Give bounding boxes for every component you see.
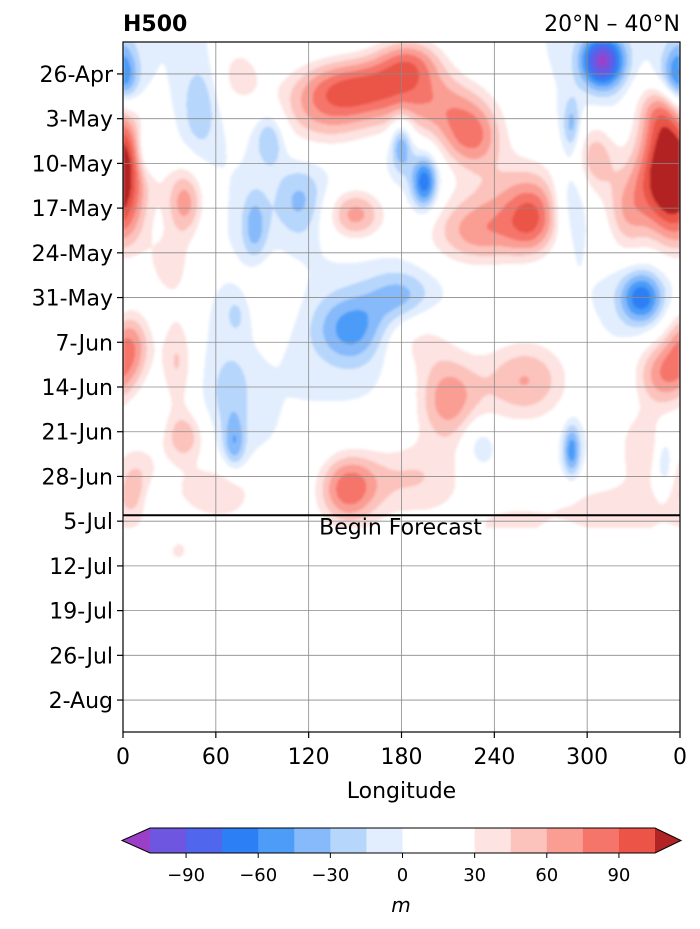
forecast-label: Begin Forecast [319, 515, 482, 540]
x-tick-label: 180 [381, 745, 423, 770]
y-tick-label: 10-May [32, 152, 113, 177]
colorbar-segment [366, 828, 403, 853]
colorbar: −90 −60 −30 0 30 60 90 [120, 827, 683, 886]
y-tick-label: 26-Jul [49, 644, 113, 669]
y-tick-label: 17-May [32, 197, 113, 222]
y-tick-label: 5-Jul [63, 510, 113, 535]
colorbar-segment [474, 828, 512, 853]
x-tick-label: 0 [116, 745, 130, 770]
colorbar-segment [222, 828, 259, 853]
colorbar-segment [258, 828, 295, 853]
colorbar-segment [438, 828, 476, 853]
y-tick-label: 2-Aug [49, 689, 113, 714]
colorbar-outline [120, 827, 683, 854]
y-tick-label: 12-Jul [49, 555, 113, 580]
colorbar-tick-label: −30 [311, 865, 349, 886]
colorbar-label: m [391, 893, 410, 917]
colorbar-tick-label: 90 [607, 865, 630, 886]
colorbar-segment [546, 828, 584, 853]
x-tick-label: 240 [473, 745, 515, 770]
colorbar-tick-label: 0 [397, 865, 408, 886]
x-tick-label: 120 [288, 745, 330, 770]
grid [123, 42, 680, 732]
x-axis: 0 60 120 180 240 300 0 [116, 732, 687, 770]
x-tick-label: 60 [202, 745, 230, 770]
colorbar-segment [402, 828, 440, 853]
colorbar-extend-high [655, 828, 681, 853]
chart-title: H500 [123, 12, 187, 37]
x-tick-label: 0 [673, 745, 687, 770]
y-tick-label: 31-May [32, 287, 113, 312]
colorbar-tick-label: 60 [535, 865, 558, 886]
colorbar-segment [294, 828, 331, 853]
x-axis-title: Longitude [347, 779, 456, 804]
colorbar-segment [330, 828, 367, 853]
chart-subtitle: 20°N – 40°N [544, 12, 680, 37]
y-tick-label: 7-Jun [55, 331, 113, 356]
y-tick-label: 28-Jun [41, 465, 113, 490]
colorbar-segment [186, 828, 223, 853]
y-tick-label: 3-May [46, 108, 113, 133]
colorbar-segment [510, 828, 548, 853]
y-tick-label: 19-Jul [49, 600, 113, 625]
colorbar-extend-low [122, 828, 150, 853]
colorbar-segment [618, 828, 656, 853]
colorbar-tick-label: 30 [463, 865, 486, 886]
colorbar-tick-label: −90 [167, 865, 205, 886]
colorbar-segment [582, 828, 620, 853]
colorbar-tick-label: −60 [239, 865, 277, 886]
y-tick-label: 26-Apr [39, 63, 113, 88]
y-tick-label: 21-Jun [41, 421, 113, 446]
forecast-divider: Begin Forecast [123, 514, 680, 540]
y-axis: 26-Apr 3-May 10-May 17-May 24-May 31-May 7-Jun… [32, 63, 123, 714]
y-tick-label: 24-May [32, 242, 113, 267]
x-tick-label: 300 [566, 745, 608, 770]
y-tick-label: 14-Jun [41, 376, 113, 401]
colorbar-segment [150, 828, 187, 853]
